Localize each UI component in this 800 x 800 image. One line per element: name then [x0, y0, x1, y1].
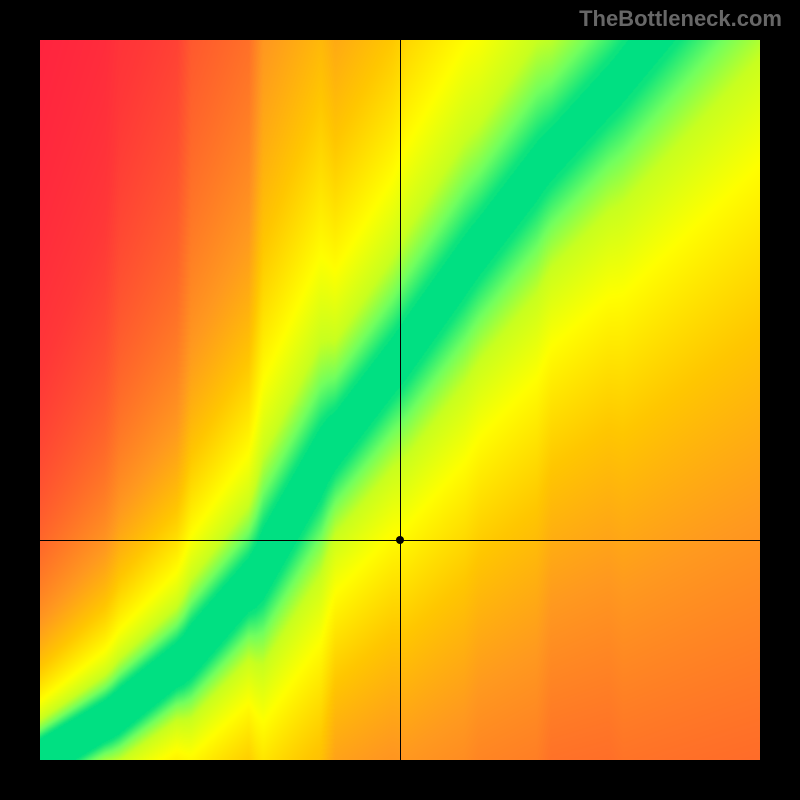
crosshair-vertical: [400, 40, 401, 760]
watermark-label: TheBottleneck.com: [579, 6, 782, 32]
plot-area: [40, 40, 760, 760]
chart-frame: TheBottleneck.com: [0, 0, 800, 800]
